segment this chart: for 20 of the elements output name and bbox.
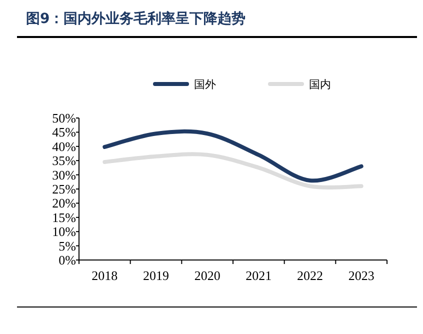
- y-tick-label: 50%: [52, 110, 76, 126]
- x-tick-label: 2019: [143, 268, 169, 283]
- legend-label: 国外: [194, 78, 216, 91]
- y-tick-label: 30%: [52, 167, 76, 182]
- x-tick-label: 2021: [246, 268, 272, 283]
- y-tick-label: 25%: [52, 182, 76, 196]
- y-tick-label: 35%: [52, 153, 76, 168]
- y-tick-label: 5%: [58, 238, 76, 254]
- x-tick-label: 2022: [297, 268, 323, 283]
- y-tick-label: 15%: [52, 210, 76, 225]
- y-tick-label: 10%: [52, 224, 76, 240]
- chart-title: 图9：国内外业务毛利率呈下降趋势: [26, 10, 246, 27]
- legend-label: 国内: [309, 78, 331, 91]
- x-tick-label: 2020: [194, 268, 220, 283]
- y-tick-label: 40%: [52, 138, 76, 154]
- y-tick-label: 45%: [52, 124, 76, 140]
- x-tick-label: 2018: [92, 268, 118, 283]
- x-tick-label: 2023: [348, 268, 374, 283]
- y-tick-label: 0%: [58, 252, 76, 268]
- y-tick-label: 20%: [52, 196, 76, 211]
